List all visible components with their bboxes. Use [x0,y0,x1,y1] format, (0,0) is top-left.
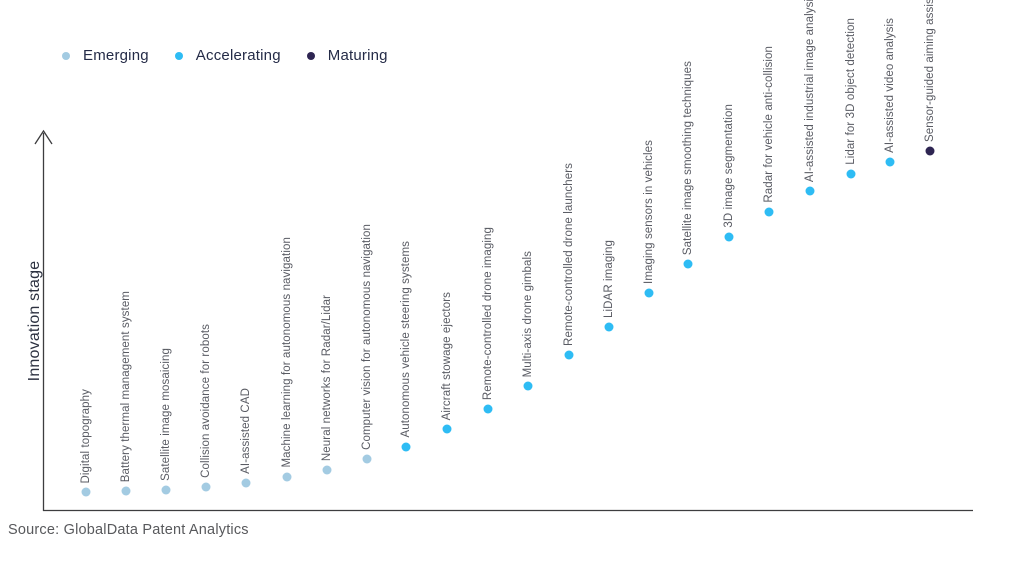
data-point-label: Remote-controlled drone imaging [482,226,494,400]
data-point-label: AI-assisted CAD [240,388,252,474]
data-point-label: Autonomous vehicle steering systems [400,241,412,438]
data-point-dot-icon [121,486,131,496]
source-note: Source: GlobalData Patent Analytics [8,522,249,538]
data-point-label: Radar for vehicle anti-collision [763,46,775,203]
data-point-dot-icon [724,232,734,242]
data-point-dot-icon [846,169,856,179]
legend-label: Accelerating [195,47,281,64]
data-point-label: Satellite image mosaicing [160,348,172,481]
legend: Emerging Accelerating Maturing [62,47,388,64]
legend-label: Maturing [327,47,388,64]
data-point-label: Collision avoidance for robots [200,324,212,478]
data-point-dot-icon [644,288,654,298]
data-point-dot-icon [282,472,292,482]
legend-dot-icon [306,51,315,60]
y-axis-arrow-icon [34,129,53,145]
legend-dot-icon [174,51,183,60]
data-point-dot-icon [322,465,332,475]
data-point-dot-icon [764,207,774,217]
data-point-dot-icon [885,157,895,167]
data-point-label: LiDAR imaging [603,240,615,318]
legend-label: Emerging [83,47,149,64]
data-point-dot-icon [483,404,493,414]
data-point-label: Remote-controlled drone launchers [563,163,575,346]
data-point-label: Satellite image smoothing techniques [682,60,694,255]
data-point-dot-icon [683,259,693,269]
data-point-dot-icon [805,186,815,196]
data-point-dot-icon [362,454,372,464]
data-point-label: Battery thermal management system [120,290,132,482]
data-point-dot-icon [201,482,211,492]
data-point-dot-icon [442,424,452,434]
data-point-dot-icon [523,381,533,391]
data-point-label: AI-assisted video analysis [884,18,896,153]
data-point-label: 3D image segmentation [723,104,735,228]
data-point-dot-icon [564,350,574,360]
data-point-label: Lidar for 3D object detection [845,18,857,165]
data-point-label: Multi-axis drone gimbals [522,250,534,377]
data-point-label: Digital topography [80,388,92,484]
data-point-label: Aircraft stowage ejectors [441,291,453,420]
data-point-dot-icon [401,442,411,452]
data-point-dot-icon [81,487,91,497]
data-point-label: AI-assisted industrial image analysis [804,0,816,182]
legend-item-maturing: Maturing [306,47,388,64]
data-point-label: Imaging sensors in vehicles [643,140,655,284]
data-point-dot-icon [161,485,171,495]
data-point-label: Sensor-guided aiming assists [924,0,936,142]
data-point-label: Neural networks for Radar/Lidar [321,294,333,461]
data-point-label: Machine learning for autonomous navigati… [281,237,293,468]
data-point-label: Computer vision for autonomous navigatio… [361,224,373,450]
legend-dot-icon [62,51,70,60]
data-point-dot-icon [604,322,614,332]
legend-item-emerging: Emerging [62,47,149,64]
legend-item-accelerating: Accelerating [174,47,281,64]
data-point-dot-icon [925,146,935,156]
data-point-dot-icon [241,478,251,488]
